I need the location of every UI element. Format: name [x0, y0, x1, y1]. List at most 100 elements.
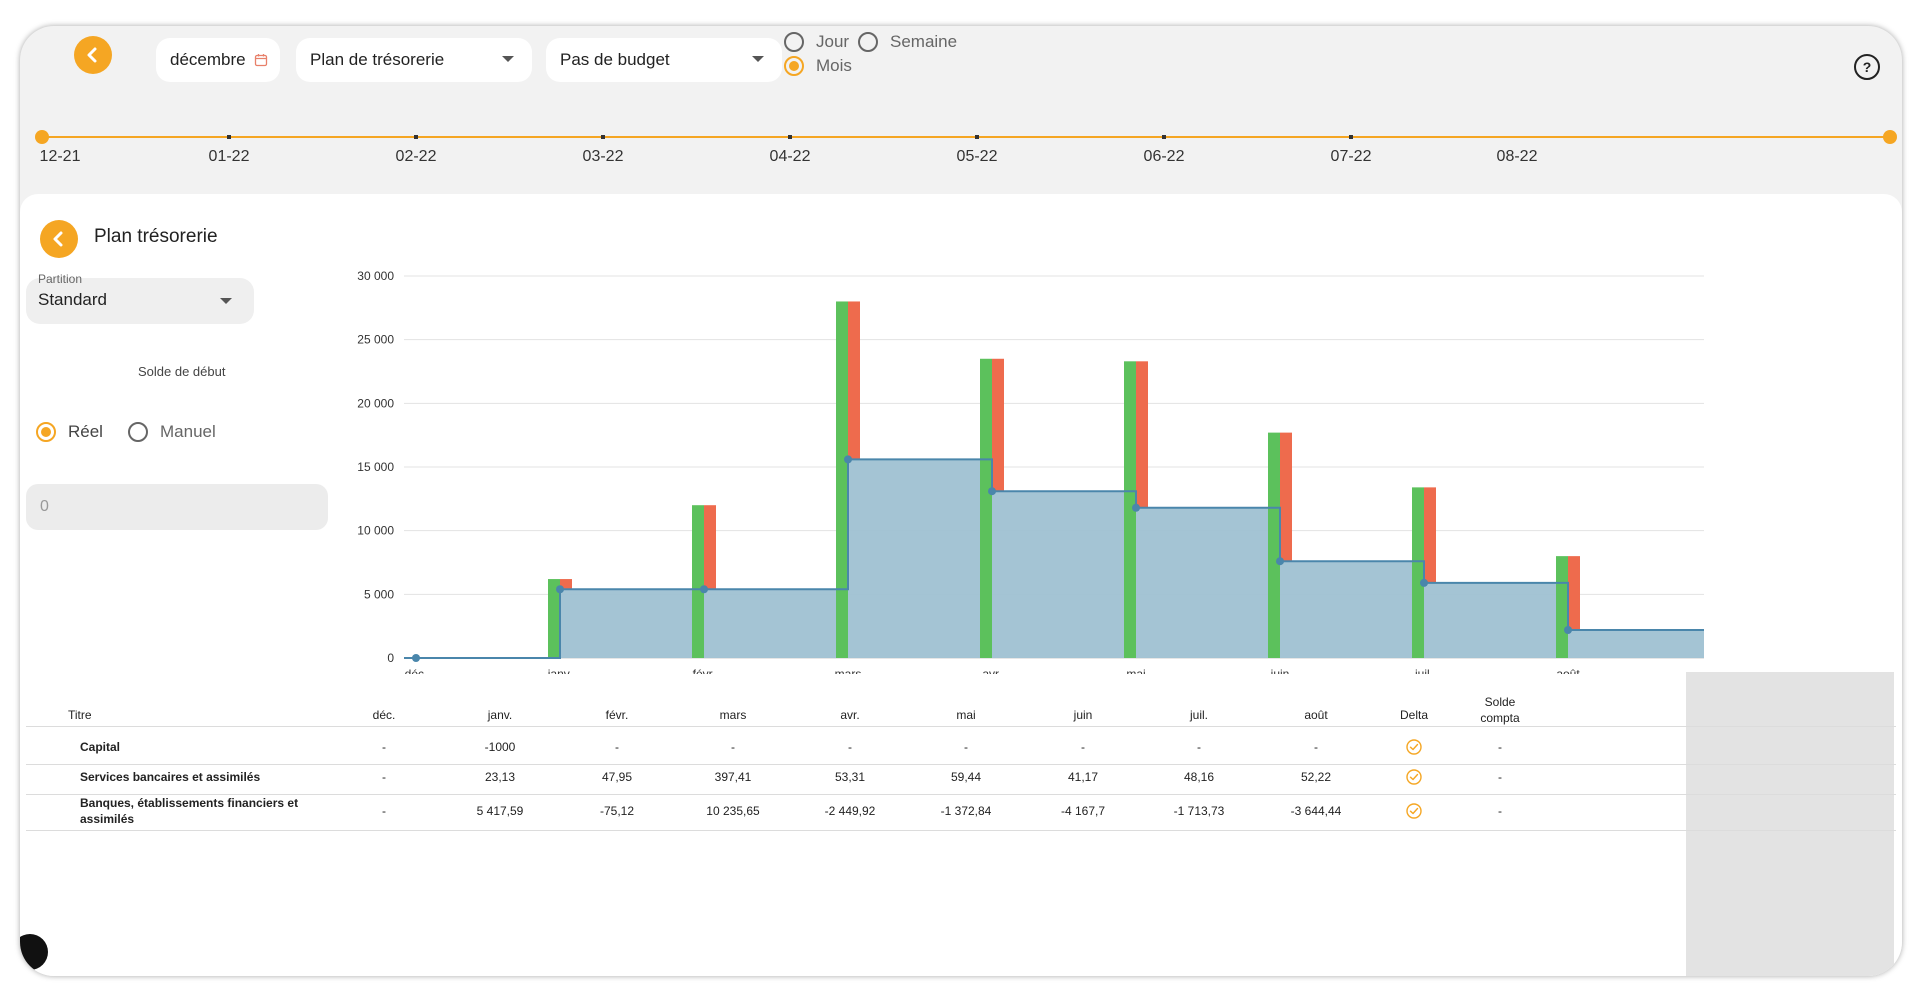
table-cell: -3 644,44 [1290, 804, 1342, 818]
timeline-label: 01-22 [208, 148, 250, 165]
outflow-bar [704, 505, 716, 590]
timeline-tick [227, 135, 231, 139]
table-cell: 53,31 [834, 770, 866, 784]
budget-select-value: Pas de budget [560, 50, 670, 69]
inflow-bar [1412, 487, 1424, 658]
table-header: Delta [1399, 708, 1429, 722]
row-divider [26, 794, 1896, 795]
help-button[interactable]: ? [1854, 54, 1880, 80]
balance-point [1276, 557, 1284, 566]
check-circle-icon[interactable] [1405, 738, 1423, 756]
outflow-bar [1280, 432, 1292, 562]
x-tick-label: mai [1126, 667, 1145, 674]
radio-reel[interactable] [36, 422, 56, 442]
y-tick-label: 15 000 [357, 460, 394, 474]
timeline-slider[interactable] [35, 130, 1897, 144]
period-jour-label: Jour [816, 32, 850, 51]
period-jour-option[interactable]: Jour [784, 32, 849, 52]
row-title: Services bancaires et assimilés [80, 770, 261, 784]
table-header: juil. [1189, 708, 1209, 722]
table-header: avr. [840, 708, 860, 722]
timeline-tick [788, 135, 792, 139]
outflow-bar [1424, 487, 1436, 583]
timeline-label: 05-22 [956, 148, 998, 165]
timeline-tick [601, 135, 605, 139]
row-divider [26, 726, 1896, 727]
outflow-bar [1136, 361, 1148, 508]
x-tick-label: août [1556, 667, 1580, 674]
radio-mois[interactable] [784, 56, 804, 76]
balance-point [1420, 578, 1428, 587]
period-mois-option[interactable]: Mois [784, 56, 852, 76]
caret-down-icon [220, 298, 232, 304]
floating-action-button[interactable] [20, 934, 48, 970]
cashflow-chart: 0 5 000 10 000 15 000 20 000 25 000 30 000 déc.… [357, 269, 1704, 674]
table-header-solde: Solde compta [1480, 695, 1520, 725]
balance-point [412, 654, 420, 662]
check-circle-icon[interactable] [1405, 802, 1423, 820]
inflow-bar [980, 358, 992, 658]
balance-point [844, 455, 852, 464]
row-divider [26, 830, 1896, 831]
panel-title: Plan trésorerie [94, 226, 218, 247]
radio-jour[interactable] [784, 32, 804, 52]
inflow-bar [548, 579, 560, 658]
app-window: décembre 2 Plan de trésorerie Pas de bud… [20, 26, 1902, 976]
delta-column-background [1686, 672, 1894, 976]
y-tick-label: 10 000 [357, 524, 394, 538]
balance-point [988, 487, 996, 496]
timeline-tick [414, 135, 418, 139]
solde-label: Solde de début [138, 364, 226, 379]
balance-point [556, 585, 564, 594]
table-cell: - [1197, 740, 1201, 754]
table-cell: -75,12 [599, 804, 635, 818]
plan-select[interactable]: Plan de trésorerie [296, 38, 532, 82]
timeline-label: 08-22 [1496, 148, 1538, 165]
date-picker[interactable]: décembre 2 [156, 38, 280, 82]
x-tick-label: déc. [405, 667, 428, 674]
main-card: Plan trésorerie Partition Standard Solde… [20, 194, 1902, 976]
outflow-bar [848, 301, 860, 460]
solde-reel-option[interactable]: Réel [36, 422, 103, 442]
table-cell: 59,44 [950, 770, 982, 784]
y-tick-label: 25 000 [357, 333, 394, 347]
panel-back-button[interactable] [40, 220, 78, 258]
table-cell: -2 449,92 [824, 804, 876, 818]
radio-semaine[interactable] [858, 32, 878, 52]
row-title: Capital [80, 740, 121, 754]
table-cell: 41,17 [1067, 770, 1099, 784]
partition-select[interactable]: Partition Standard [26, 272, 254, 324]
calendar-icon [254, 54, 268, 67]
x-tick-label: janv. [547, 667, 572, 674]
table-cell-solde: - [1498, 804, 1502, 818]
table-cell: - [615, 740, 619, 754]
table-cell: - [1081, 740, 1085, 754]
solde-reel-label: Réel [68, 422, 103, 441]
check-circle-icon[interactable] [1405, 768, 1423, 786]
period-semaine-option[interactable]: Semaine [858, 32, 957, 52]
y-tick-label: 0 [387, 651, 394, 665]
table-cell: 48,16 [1183, 770, 1215, 784]
caret-down-icon [502, 56, 514, 62]
period-semaine-label: Semaine [890, 32, 958, 51]
timeline-start-handle[interactable] [35, 130, 49, 144]
back-button[interactable] [74, 36, 112, 74]
budget-select[interactable]: Pas de budget [546, 38, 782, 82]
table-cell: - [731, 740, 735, 754]
manual-balance-input[interactable] [26, 484, 328, 530]
timeline-end-handle[interactable] [1883, 130, 1897, 144]
chevron-left-icon [87, 47, 97, 63]
solde-manuel-option[interactable]: Manuel [128, 422, 216, 442]
y-tick-label: 20 000 [357, 396, 394, 410]
table-cell: - [382, 804, 386, 818]
outflow-bar [1568, 556, 1580, 630]
table-cell: 23,13 [484, 770, 516, 784]
radio-manuel[interactable] [128, 422, 148, 442]
timeline-label: 03-22 [582, 148, 624, 165]
inflow-bar [692, 505, 704, 658]
top-bar: décembre 2 Plan de trésorerie Pas de bud… [20, 26, 1902, 194]
table-header: juin [1073, 708, 1093, 722]
table-cell-solde: - [1498, 740, 1502, 754]
balance-line [404, 458, 1704, 659]
inflow-bar [836, 301, 848, 658]
